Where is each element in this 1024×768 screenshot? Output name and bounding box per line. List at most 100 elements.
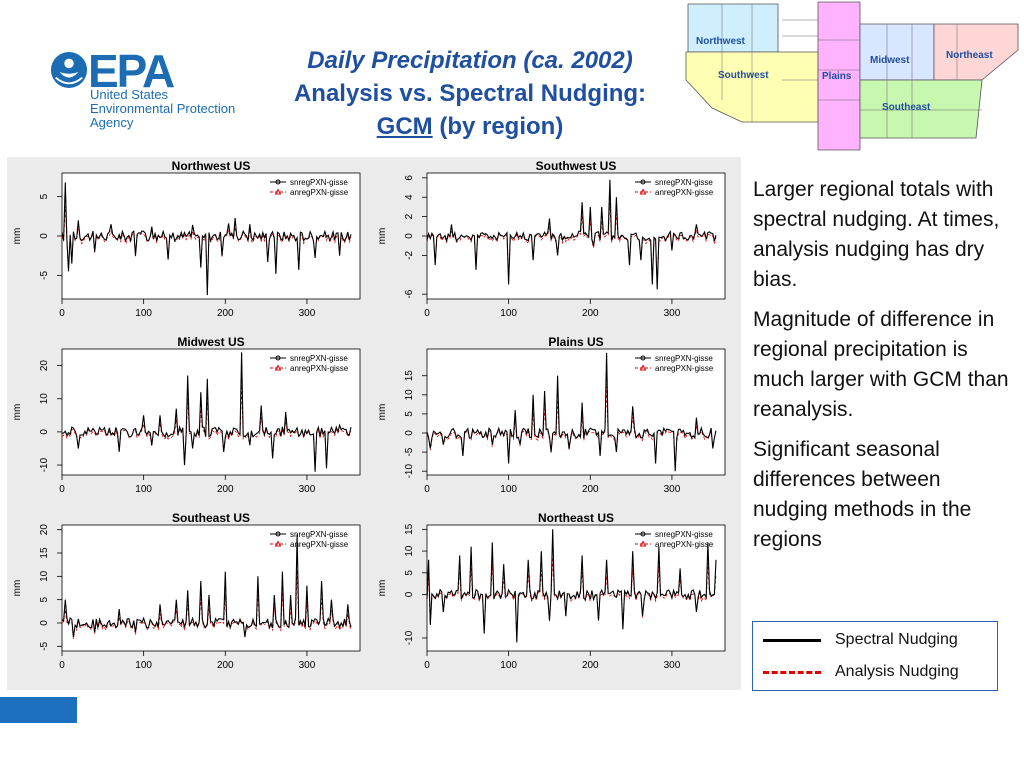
y-tick-label: 20 <box>39 524 50 536</box>
legend-analysis-label: Analysis Nudging <box>835 663 959 680</box>
agency-line: Agency <box>90 115 134 130</box>
title-line-1: Daily Precipitation (ca. 2002) <box>307 47 633 74</box>
x-tick-label: 300 <box>299 660 316 671</box>
chart-southeast-us: Southeast US mm 0 100 200 300 -5 0 5 10 15 20 snregP… <box>12 511 361 671</box>
y-tick-label: -6 <box>404 289 415 298</box>
map-label-northwest: Northwest <box>696 36 746 47</box>
y-tick-label: 0 <box>404 430 415 436</box>
y-axis-label: mm <box>377 228 388 245</box>
x-tick-label: 200 <box>582 484 599 495</box>
dashed-line-swatch <box>763 670 821 674</box>
legend-label: snregPXN-gisse <box>655 178 713 187</box>
legend-label: snregPXN-gisse <box>655 354 713 363</box>
legend-marker <box>639 364 647 371</box>
epa-flower-icon <box>50 51 88 89</box>
chart-plains-us: Plains US mm 0 100 200 300 -10 -5 0 5 10 15 snregPXN… <box>377 335 726 495</box>
agency-line: United States <box>90 87 169 102</box>
gcm-link[interactable]: GCM <box>376 113 433 140</box>
y-axis-label: mm <box>12 228 23 245</box>
epa-logo: EPA United States Environmental Protecti… <box>48 45 248 132</box>
series-spectral-line <box>61 352 352 472</box>
plot-area <box>426 348 726 476</box>
y-tick-label: 5 <box>39 193 50 199</box>
legend-analysis: Analysis Nudging <box>763 660 959 684</box>
y-tick-label: -2 <box>404 251 415 260</box>
legend-label: snregPXN-gisse <box>290 530 348 539</box>
legend-spectral: Spectral Nudging <box>763 628 958 652</box>
legend-label: anregPXN-gisse <box>655 188 714 197</box>
x-tick-label: 100 <box>135 484 152 495</box>
method-legend: Spectral Nudging Analysis Nudging <box>752 621 998 691</box>
x-tick-label: 100 <box>135 660 152 671</box>
chart-southwest-us: Southwest US mm 0 100 200 300 -6 -2 0 2 4 6 snregPXN… <box>377 159 726 319</box>
chart-title: Northeast US <box>538 511 614 525</box>
x-tick-label: 100 <box>500 308 517 319</box>
x-tick-label: 0 <box>424 660 430 671</box>
x-tick-label: 100 <box>500 484 517 495</box>
finding-2: Magnitude of difference in regional prec… <box>753 308 1009 421</box>
title-line-2: Analysis vs. Spectral Nudging: <box>293 80 647 107</box>
y-axis-label: mm <box>377 404 388 421</box>
legend-marker <box>639 540 647 547</box>
y-tick-label: 10 <box>404 389 415 401</box>
series-spectral-line <box>61 534 352 638</box>
y-tick-label: 0 <box>404 591 415 597</box>
legend-label: snregPXN-gisse <box>655 530 713 539</box>
chart-title: Southeast US <box>172 511 250 525</box>
legend-marker <box>274 364 282 371</box>
y-tick-label: -5 <box>39 270 50 279</box>
legend-label: anregPXN-gisse <box>290 188 349 197</box>
map-label-southeast: Southeast <box>882 102 931 113</box>
epa-letters: EPA <box>88 45 175 97</box>
legend-marker <box>275 531 281 537</box>
x-tick-label: 0 <box>59 484 65 495</box>
y-tick-label: 0 <box>404 233 415 239</box>
y-tick-label: 15 <box>404 370 415 382</box>
title-line-3: GCM (by region) <box>250 110 690 143</box>
x-tick-label: 100 <box>500 660 517 671</box>
x-tick-label: 300 <box>299 308 316 319</box>
y-tick-label: -5 <box>39 641 50 650</box>
legend-label: anregPXN-gisse <box>290 364 349 373</box>
y-tick-label: -10 <box>404 464 415 479</box>
chart-midwest-us: Midwest US mm 0 100 200 300 -10 0 10 20 snregPXN-g… <box>12 335 361 495</box>
map-label-plains: Plains <box>822 71 852 82</box>
y-tick-label: -10 <box>39 457 50 472</box>
finding-1: Larger regional totals with spectral nud… <box>753 178 1000 291</box>
chart-northeast-us: Northeast US mm 0 100 200 300 -10 0 5 10 15 snregPX… <box>377 511 726 671</box>
y-tick-label: 20 <box>39 360 50 372</box>
y-axis-label: mm <box>12 580 23 597</box>
x-tick-label: 200 <box>217 484 234 495</box>
series-spectral-line <box>426 352 717 472</box>
y-tick-label: 5 <box>39 596 50 602</box>
x-tick-label: 200 <box>582 308 599 319</box>
y-tick-label: 0 <box>39 429 50 435</box>
legend-spectral-label: Spectral Nudging <box>835 631 958 648</box>
map-label-southwest: Southwest <box>718 70 769 81</box>
plot-area <box>61 172 361 300</box>
legend-marker <box>274 188 282 195</box>
x-tick-label: 0 <box>59 660 65 671</box>
plot-area <box>61 348 361 476</box>
legend-marker <box>640 531 646 537</box>
chart-title: Northwest US <box>172 159 251 173</box>
agency-name: United States Environmental Protection A… <box>90 88 235 130</box>
agency-line: Environmental Protection <box>90 101 236 116</box>
y-axis-label: mm <box>377 580 388 597</box>
y-tick-label: 15 <box>39 547 50 559</box>
y-tick-label: 5 <box>404 411 415 417</box>
legend-label: snregPXN-gisse <box>290 354 348 363</box>
y-tick-label: 10 <box>404 545 415 557</box>
map-label-midwest: Midwest <box>870 55 910 66</box>
legend-marker <box>640 355 646 361</box>
y-tick-label: 4 <box>404 194 415 200</box>
x-tick-label: 200 <box>217 660 234 671</box>
x-tick-label: 300 <box>664 484 681 495</box>
x-tick-label: 200 <box>582 660 599 671</box>
x-tick-label: 0 <box>59 308 65 319</box>
series-spectral-line <box>426 179 717 290</box>
chart-title: Plains US <box>548 335 603 349</box>
region-map: Northwest Southwest Plains Midwest North… <box>685 1 1019 151</box>
x-tick-label: 200 <box>217 308 234 319</box>
region-midwest <box>859 23 935 81</box>
